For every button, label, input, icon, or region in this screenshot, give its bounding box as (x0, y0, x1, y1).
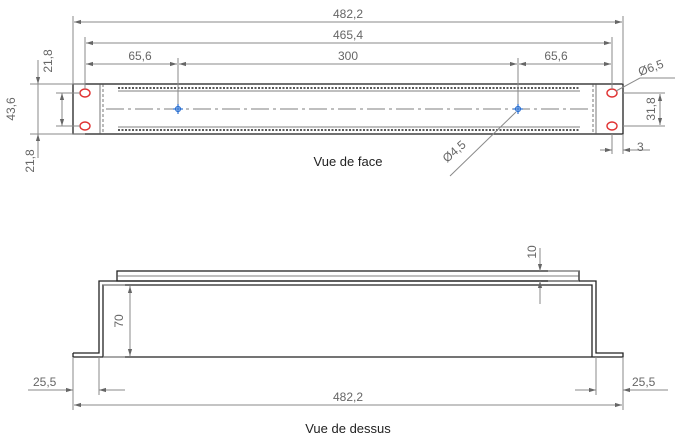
dim-overall-width: 482,2 (333, 7, 363, 21)
dim-right-offset: 65,6 (544, 49, 568, 63)
front-panel-outline (72, 83, 624, 135)
mount-hole-bottom-left (79, 121, 91, 131)
dim-left-flange: 25,5 (33, 375, 57, 389)
dim-flange-thickness: 3 (637, 140, 644, 154)
mount-hole-bottom-right (606, 121, 618, 131)
dim-bottom-margin: 21,8 (23, 149, 37, 173)
dim-mount-hole: Ø6,5 (636, 57, 666, 79)
mount-hole-top-left (79, 88, 91, 98)
dim-left-height: 43,6 (4, 97, 18, 121)
front-view: 482,2 465,4 65,6 300 65,6 21,8 21,8 43,6… (4, 7, 675, 177)
dim-center-spacing: 300 (338, 49, 358, 63)
center-hole-left (173, 104, 183, 114)
dim-plate-thickness: 10 (525, 245, 539, 259)
dim-left-offset: 65,6 (128, 49, 152, 63)
dim-right-height: 31,8 (644, 97, 658, 121)
dim-top-overall-width: 482,2 (333, 390, 363, 404)
dim-hole-spacing: 465,4 (333, 28, 363, 42)
dim-top-margin: 21,8 (41, 49, 55, 73)
front-view-title: Vue de face (314, 154, 383, 169)
dim-right-flange: 25,5 (632, 375, 656, 389)
top-view: 10 70 25,5 25,5 482,2 Vue de dessus (28, 245, 668, 436)
center-hole-right (513, 104, 523, 114)
mount-hole-top-right (606, 88, 618, 98)
top-view-title: Vue de dessus (305, 421, 391, 436)
dim-depth: 70 (112, 314, 126, 328)
dim-center-hole: Ø4,5 (440, 137, 469, 165)
